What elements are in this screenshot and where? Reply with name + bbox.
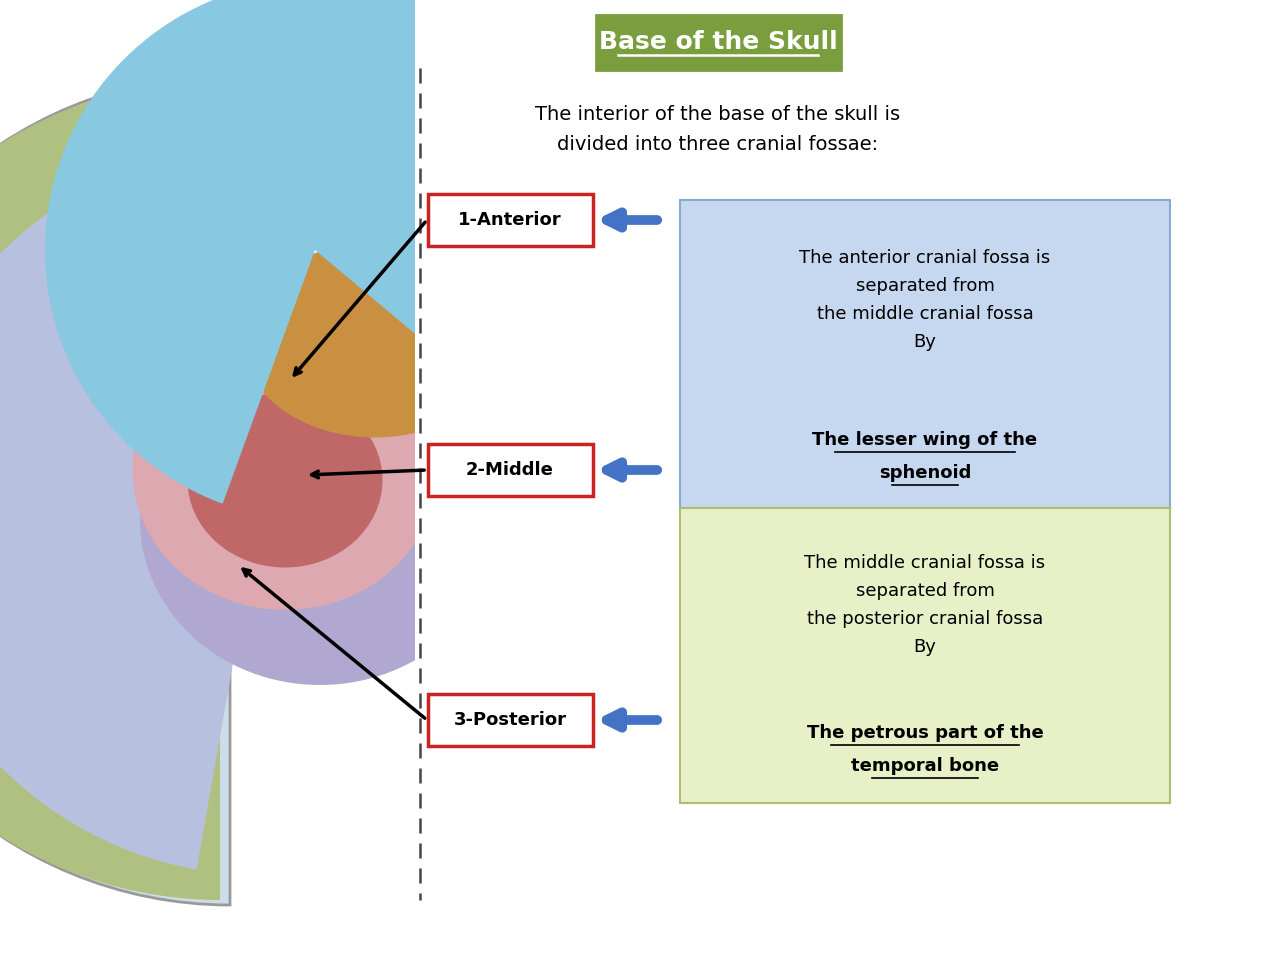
Wedge shape bbox=[45, 0, 585, 504]
Text: The petrous part of the: The petrous part of the bbox=[806, 724, 1043, 742]
Text: 1-Anterior: 1-Anterior bbox=[458, 211, 562, 229]
Ellipse shape bbox=[140, 355, 500, 685]
Text: temporal bone: temporal bone bbox=[851, 757, 1000, 775]
FancyBboxPatch shape bbox=[428, 194, 593, 246]
Text: 2-Middle: 2-Middle bbox=[466, 461, 554, 479]
Wedge shape bbox=[0, 146, 260, 870]
FancyBboxPatch shape bbox=[680, 200, 1170, 510]
Text: 3-Posterior: 3-Posterior bbox=[453, 711, 567, 729]
Text: The middle cranial fossa is
separated from
the posterior cranial fossa
By: The middle cranial fossa is separated fr… bbox=[804, 554, 1046, 656]
Ellipse shape bbox=[133, 330, 438, 610]
Text: The anterior cranial fossa is
separated from
the middle cranial fossa
By: The anterior cranial fossa is separated … bbox=[800, 250, 1051, 350]
Bar bbox=[415, 0, 1280, 960]
Ellipse shape bbox=[242, 243, 507, 438]
Text: The interior of the base of the skull is: The interior of the base of the skull is bbox=[535, 105, 901, 124]
FancyBboxPatch shape bbox=[595, 14, 841, 69]
Text: Base of the Skull: Base of the Skull bbox=[599, 30, 837, 54]
Text: The lesser wing of the: The lesser wing of the bbox=[813, 431, 1038, 449]
Text: divided into three cranial fossae:: divided into three cranial fossae: bbox=[557, 135, 878, 154]
FancyBboxPatch shape bbox=[428, 694, 593, 746]
Text: sphenoid: sphenoid bbox=[879, 464, 972, 482]
Wedge shape bbox=[0, 80, 220, 900]
Wedge shape bbox=[0, 75, 230, 905]
FancyBboxPatch shape bbox=[680, 508, 1170, 803]
Ellipse shape bbox=[187, 393, 383, 567]
FancyBboxPatch shape bbox=[428, 444, 593, 496]
